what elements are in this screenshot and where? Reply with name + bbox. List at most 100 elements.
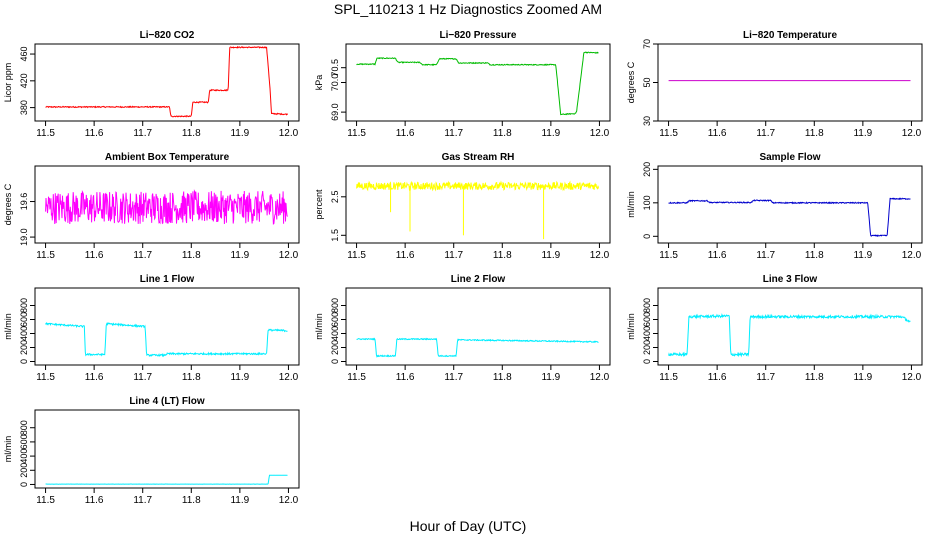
x-tick-label: 12.0 — [902, 128, 922, 139]
series-line — [668, 313, 911, 358]
y-tick-label: 0 — [330, 359, 340, 364]
x-tick-label: 11.5 — [347, 250, 366, 261]
plot-frame — [657, 165, 923, 244]
panel-9: Line 3 Flow 11.5 11.6 11.7 11.8 11.9 12.0 0 2004… — [626, 274, 923, 383]
y-axis-label: ml/min — [626, 191, 636, 218]
plot-area — [45, 189, 288, 225]
series-line — [356, 337, 599, 358]
x-tick-label: 11.6 — [85, 495, 104, 506]
x-tick-label: 11.5 — [659, 250, 678, 261]
figure-x-axis-label: Hour of Day (UTC) — [409, 518, 527, 534]
plot-area — [45, 474, 288, 485]
y-tick-label: 420 — [19, 73, 29, 88]
y-tick-label: 600 — [19, 434, 29, 449]
x-tick-label: 11.6 — [85, 372, 104, 383]
y-tick-label: 1.5 — [330, 229, 340, 242]
x-tick-label: 11.5 — [36, 250, 55, 261]
x-tick-label: 11.6 — [396, 128, 415, 139]
y-tick-label: 0 — [19, 359, 29, 364]
y-tick-label: 70 — [642, 39, 652, 49]
x-tick-label: 11.6 — [708, 372, 727, 383]
panel-2: Li−820 Pressure 11.5 11.6 11.7 11.8 11.9 12.0 6… — [314, 30, 611, 139]
x-tick-label: 11.8 — [182, 128, 201, 139]
y-tick-label: 200 — [19, 463, 29, 478]
x-tick-label: 11.7 — [756, 372, 775, 383]
y-tick-label: 200 — [642, 162, 652, 177]
x-tick-label: 11.8 — [182, 372, 201, 383]
plot-area — [668, 197, 911, 237]
y-tick-label: 600 — [642, 312, 652, 327]
x-tick-label: 11.9 — [230, 372, 249, 383]
x-tick-label: 11.6 — [708, 250, 727, 261]
y-tick-label: 0 — [19, 482, 29, 487]
x-tick-label: 11.7 — [133, 128, 152, 139]
y-axis-label: ml/min — [626, 313, 636, 340]
y-axis-label: degrees C — [626, 61, 636, 103]
y-axis-label: kPa — [314, 75, 324, 91]
panel-title: Li−820 CO2 — [140, 30, 195, 41]
panel-title: Line 4 (LT) Flow — [129, 396, 205, 407]
series-line — [356, 51, 599, 116]
y-tick-label: 400 — [19, 449, 29, 464]
series-line — [45, 474, 288, 485]
x-tick-label: 11.7 — [756, 128, 775, 139]
plot-frame — [657, 287, 923, 366]
x-tick-label: 11.8 — [493, 372, 512, 383]
panel-title: Line 3 Flow — [763, 274, 818, 285]
y-tick-label: 19.6 — [19, 193, 29, 211]
plot-frame — [345, 43, 611, 122]
y-axis-label: ml/min — [3, 313, 13, 340]
panel-7: Line 1 Flow 11.5 11.6 11.7 11.8 11.9 12.0 0 2004… — [3, 274, 300, 383]
x-tick-label: 11.5 — [36, 128, 55, 139]
y-axis-label: percent — [314, 189, 324, 220]
panel-1: Li−820 CO2 11.5 11.6 11.7 11.8 11.9 12.0 380 420… — [3, 30, 300, 139]
y-tick-label: 460 — [19, 47, 29, 62]
x-tick-label: 12.0 — [279, 372, 299, 383]
y-tick-label: 70.5 — [330, 59, 340, 77]
panel-title: Sample Flow — [759, 152, 820, 163]
plot-area — [45, 321, 288, 358]
y-axis-label: Licor ppm — [3, 63, 13, 103]
x-tick-label: 11.8 — [805, 250, 824, 261]
plot-frame — [657, 43, 923, 122]
x-tick-label: 11.9 — [230, 128, 249, 139]
x-tick-label: 11.9 — [853, 128, 872, 139]
x-tick-label: 12.0 — [279, 250, 299, 261]
x-tick-label: 11.7 — [444, 372, 463, 383]
plot-frame — [34, 409, 300, 489]
plot-area — [668, 313, 911, 358]
panel-10: Line 4 (LT) Flow 11.5 11.6 11.7 11.8 11.9 12.0… — [3, 396, 300, 506]
x-tick-label: 11.7 — [444, 250, 463, 261]
y-tick-label: 200 — [330, 340, 340, 355]
series-line — [356, 180, 599, 192]
y-tick-label: 2.5 — [330, 191, 340, 204]
x-tick-label: 11.5 — [36, 495, 55, 506]
plot-frame — [34, 43, 300, 122]
panel-title: Li−820 Pressure — [440, 30, 517, 41]
x-tick-label: 12.0 — [590, 372, 610, 383]
y-tick-label: 400 — [330, 326, 340, 341]
x-tick-label: 11.9 — [541, 372, 560, 383]
x-tick-label: 11.5 — [36, 372, 55, 383]
y-tick-label: 380 — [19, 100, 29, 115]
y-tick-label: 30 — [642, 116, 652, 126]
x-tick-label: 11.6 — [396, 372, 415, 383]
x-tick-label: 11.6 — [396, 250, 415, 261]
y-tick-label: 800 — [642, 298, 652, 313]
panel-title: Line 2 Flow — [451, 274, 506, 285]
x-tick-label: 11.9 — [230, 250, 249, 261]
panel-3: Li−820 Temperature 11.5 11.6 11.7 11.8 11.9 12… — [626, 30, 923, 139]
plot-frame — [345, 287, 611, 366]
y-tick-label: 100 — [642, 195, 652, 210]
x-tick-label: 11.7 — [133, 372, 152, 383]
panel-title: Gas Stream RH — [442, 152, 515, 163]
panel-title: Line 1 Flow — [140, 274, 195, 285]
series-line — [45, 189, 288, 225]
x-tick-label: 11.8 — [493, 250, 512, 261]
x-tick-label: 11.5 — [347, 128, 366, 139]
x-tick-label: 11.8 — [805, 128, 824, 139]
x-tick-label: 11.7 — [444, 128, 463, 139]
plot-area — [356, 180, 599, 240]
y-tick-label: 400 — [19, 326, 29, 341]
